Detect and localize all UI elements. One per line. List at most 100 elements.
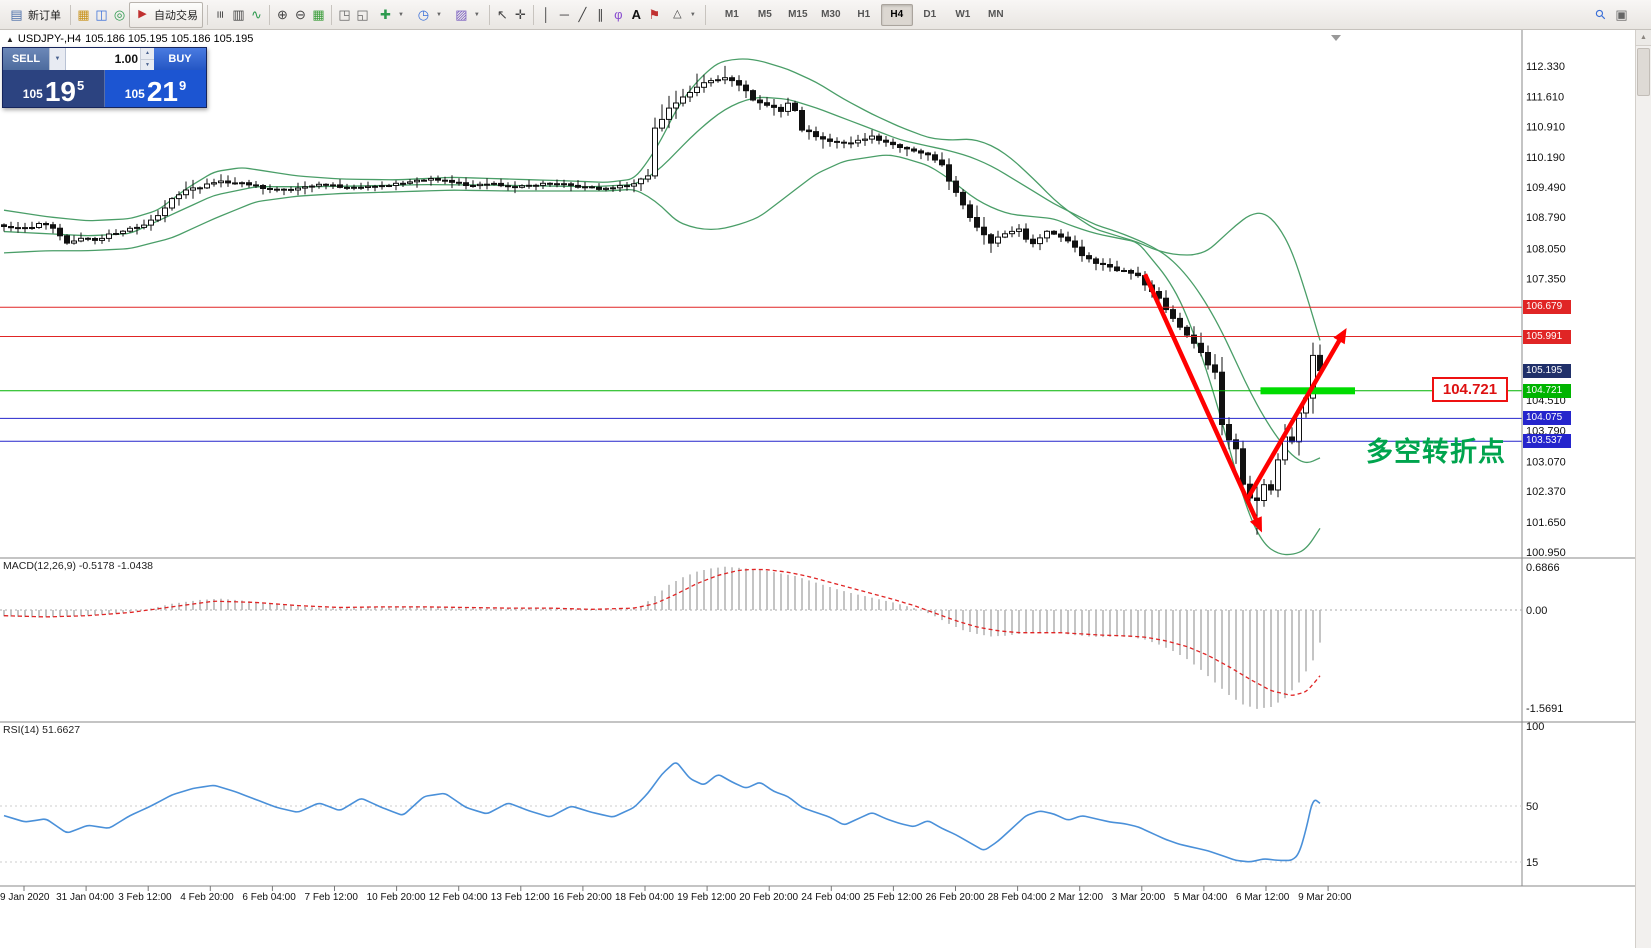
auto-trading-button[interactable]: ▶ 自动交易: [129, 1, 203, 28]
spin-down-icon[interactable]: ▼: [141, 59, 154, 70]
candle-body: [36, 223, 42, 228]
spin-up-icon[interactable]: ▲: [141, 48, 154, 60]
candle-body: [722, 77, 728, 81]
periods-button[interactable]: ◷ ▼: [410, 2, 447, 28]
new-order-button[interactable]: ▤ 新订单: [3, 2, 66, 28]
vertical-line-tool-icon[interactable]: │: [542, 7, 551, 22]
tf-m1-button[interactable]: M1: [724, 9, 739, 20]
candle-body: [1037, 237, 1043, 245]
arrow-head[interactable]: [1249, 516, 1262, 533]
buy-price-pips: 21: [146, 75, 178, 107]
turning-point-annotation[interactable]: 多空转折点: [1366, 437, 1506, 467]
label-tool-icon[interactable]: ⚑: [648, 7, 661, 22]
price-tick-label: 110.190: [1526, 152, 1565, 164]
zoom-in-icon[interactable]: ⊕: [277, 7, 288, 22]
tf-h4-button[interactable]: H4: [880, 3, 913, 26]
bb-lower-line: [3, 154, 1321, 556]
tf-mn-button[interactable]: MN: [988, 9, 1004, 20]
trend-arrow-down[interactable]: [1142, 273, 1262, 528]
candle-body: [43, 223, 49, 226]
candle-body: [64, 235, 70, 244]
tf-w1-button[interactable]: W1: [955, 9, 971, 20]
data-window-icon[interactable]: ◫: [95, 7, 108, 22]
support-price-callout[interactable]: 104.721: [1432, 377, 1508, 402]
price-tick-label: 101.650: [1526, 517, 1566, 529]
candle-body: [162, 207, 168, 217]
cursor-icon[interactable]: ↖: [496, 7, 508, 22]
sell-button[interactable]: SELL: [3, 48, 49, 70]
zoom-out-icon[interactable]: ⊖: [295, 7, 306, 22]
candle-body: [393, 182, 399, 187]
tf-d1-button[interactable]: D1: [923, 9, 937, 20]
candle-body: [848, 142, 854, 145]
text-tool-icon[interactable]: A: [631, 7, 642, 22]
candle-body: [204, 183, 210, 189]
tf-m30-button[interactable]: M30: [821, 9, 841, 20]
toolbar-separator: [70, 4, 71, 25]
candle-body: [617, 185, 623, 189]
candle-body: [498, 182, 504, 187]
candle-body: [547, 182, 553, 185]
tf-m15-button[interactable]: M15: [788, 9, 808, 20]
shapes-button[interactable]: △ ▼: [664, 2, 701, 28]
scroll-up-icon[interactable]: ▲: [1636, 30, 1651, 46]
horizontal-line-tool-icon[interactable]: ─: [559, 7, 569, 22]
grid-icon[interactable]: ▦: [312, 7, 325, 22]
macd-axis-label: 0.00: [1526, 605, 1547, 617]
candle-body: [1044, 230, 1050, 239]
line-chart-mode-icon[interactable]: ∿: [251, 7, 262, 22]
trend-arrow-up[interactable]: [1244, 332, 1346, 502]
workspace-icon[interactable]: ▣: [1615, 7, 1628, 22]
candle-body: [330, 184, 336, 187]
bar-chart-mode-icon[interactable]: ≡: [213, 10, 228, 19]
candle-body: [442, 179, 448, 182]
candle-body: [1226, 424, 1232, 441]
toolbar-separator: [532, 4, 534, 25]
candle-body: [862, 138, 868, 141]
tile-windows-icon[interactable]: ◱: [356, 7, 369, 22]
arrow-head[interactable]: [1333, 327, 1347, 345]
trend-arrows[interactable]: [1142, 273, 1347, 533]
candle-body: [505, 185, 511, 188]
new-order-label: 新订单: [28, 9, 61, 22]
chart-ohlc-values: 105.186 105.195 105.186 105.195: [85, 33, 254, 45]
tf-m5-button[interactable]: M5: [757, 9, 772, 20]
search-icon[interactable]: ⚲: [1591, 5, 1610, 24]
templates-button[interactable]: ▨ ▼: [448, 2, 485, 28]
price-tick-label: 103.070: [1526, 456, 1566, 468]
candlestick-mode-icon[interactable]: ▥: [232, 7, 245, 22]
candle-body: [218, 180, 224, 184]
buy-price-button[interactable]: 105 21 9: [105, 70, 206, 107]
cascade-windows-icon[interactable]: ◳: [338, 7, 351, 22]
price-level-tag: 106.679: [1523, 300, 1571, 314]
tf-h1-button[interactable]: H1: [857, 9, 871, 20]
scrollbar-thumb[interactable]: [1637, 48, 1650, 96]
fibonacci-tool-icon[interactable]: φ: [614, 7, 623, 22]
sell-price-button[interactable]: 105 19 5: [3, 70, 105, 107]
candle-body: [337, 184, 343, 188]
volume-input[interactable]: [66, 48, 140, 70]
candle-body: [729, 77, 735, 82]
vertical-scrollbar[interactable]: ▲: [1635, 30, 1651, 948]
buy-button[interactable]: BUY: [154, 48, 206, 70]
candle-body: [785, 102, 791, 112]
candle-body: [883, 139, 889, 143]
candle-body: [421, 179, 427, 182]
candle-body: [1030, 238, 1036, 245]
candle-body: [575, 184, 581, 188]
candle-body: [1275, 459, 1281, 491]
candle-body: [519, 185, 525, 188]
candle-body: [232, 182, 238, 185]
candle-body: [820, 136, 826, 140]
candle-body: [582, 186, 588, 189]
crosshair-icon[interactable]: ✛: [514, 7, 526, 22]
trendline-tool-icon[interactable]: ╱: [578, 7, 587, 22]
candle-body: [99, 237, 105, 241]
indicators-button[interactable]: ✚ ▼: [372, 2, 409, 28]
navigator-icon[interactable]: ◎: [113, 7, 126, 22]
channel-tool-icon[interactable]: ∥: [597, 7, 604, 22]
candle-body: [274, 188, 280, 191]
market-watch-icon[interactable]: ▦: [77, 7, 90, 22]
sell-dropdown[interactable]: ▼: [49, 48, 66, 70]
